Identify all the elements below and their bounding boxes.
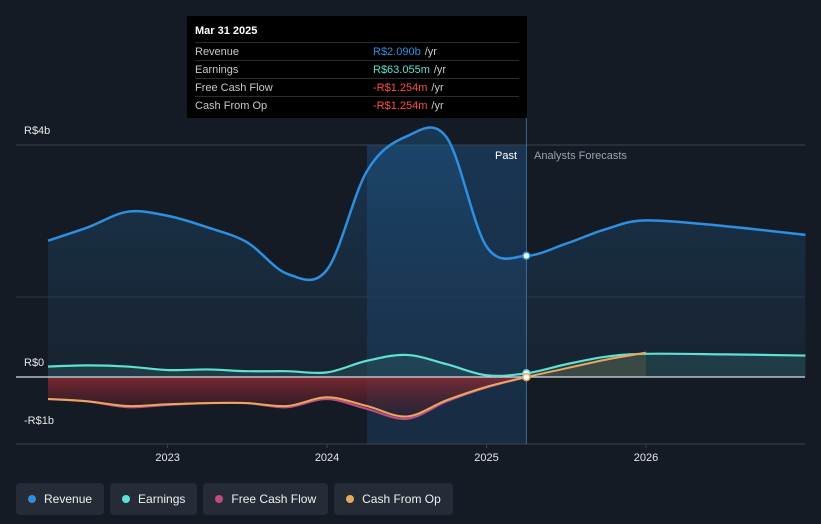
- tooltip-row-earnings: Earnings R$63.055m /yr: [195, 60, 519, 78]
- cash-from-op-marker: [522, 372, 531, 382]
- x-tick-label: 2023: [155, 452, 180, 464]
- legend-item-revenue[interactable]: Revenue: [16, 483, 105, 515]
- legend-label: Revenue: [44, 492, 93, 506]
- tooltip-row-revenue: Revenue R$2.090b /yr: [195, 42, 519, 60]
- y-tick-label: R$4b: [24, 125, 51, 137]
- legend-dot-icon: [215, 495, 224, 503]
- legend-item-earnings[interactable]: Earnings: [110, 483, 198, 515]
- tooltip-date: Mar 31 2025: [195, 25, 258, 37]
- tooltip-value: -R$1.254m: [373, 99, 428, 112]
- tooltip: Mar 31 2025 Revenue R$2.090b /yr Earning…: [187, 16, 527, 118]
- legend-label: Free Cash Flow: [231, 492, 317, 506]
- tooltip-label: Revenue: [195, 45, 240, 58]
- legend-item-cash-from-op[interactable]: Cash From Op: [334, 483, 453, 515]
- tooltip-label: Earnings: [195, 63, 239, 76]
- legend-label: Cash From Op: [362, 492, 441, 506]
- tooltip-row-free-cash-flow: Free Cash Flow -R$1.254m /yr: [195, 78, 519, 96]
- tooltip-unit: /yr: [431, 81, 444, 94]
- free-cash-flow-line: [47, 376, 527, 420]
- tooltip-label: Free Cash Flow: [195, 81, 273, 94]
- tooltip-value: R$2.090b: [373, 45, 421, 58]
- free-cash-flow-area: [48, 377, 527, 419]
- revenue-line: [47, 126, 806, 282]
- legend-item-free-cash-flow[interactable]: Free Cash Flow: [203, 483, 329, 515]
- past-label: Past: [495, 150, 518, 162]
- forecast-label: Analysts Forecasts: [534, 150, 627, 162]
- x-tick-label: 2024: [314, 452, 340, 464]
- tooltip-unit: /yr: [431, 99, 444, 112]
- chart-canvas: [16, 118, 806, 448]
- cash-from-op-line: [47, 351, 647, 418]
- tooltip-value: -R$1.254m: [373, 81, 428, 94]
- revenue-marker: [522, 251, 531, 261]
- legend: Revenue Earnings Free Cash Flow Cash Fro…: [16, 483, 453, 515]
- legend-dot-icon: [122, 495, 131, 503]
- earnings-line: [47, 352, 806, 377]
- legend-label: Earnings: [138, 492, 186, 506]
- tooltip-unit: /yr: [433, 63, 447, 76]
- tooltip-row-cash-from-op: Cash From Op -R$1.254m /yr: [195, 96, 519, 114]
- y-tick-label: R$0: [24, 357, 45, 369]
- revenue-area: [48, 127, 806, 377]
- legend-dot-icon: [346, 495, 355, 503]
- tooltip-unit: /yr: [424, 45, 437, 58]
- tooltip-label: Cash From Op: [195, 99, 268, 112]
- x-tick-label: 2026: [633, 452, 659, 464]
- y-tick-label: -R$1b: [24, 415, 54, 427]
- legend-dot-icon: [28, 495, 36, 503]
- x-tick-label: 2025: [474, 452, 499, 464]
- tooltip-value: R$63.055m: [373, 63, 430, 76]
